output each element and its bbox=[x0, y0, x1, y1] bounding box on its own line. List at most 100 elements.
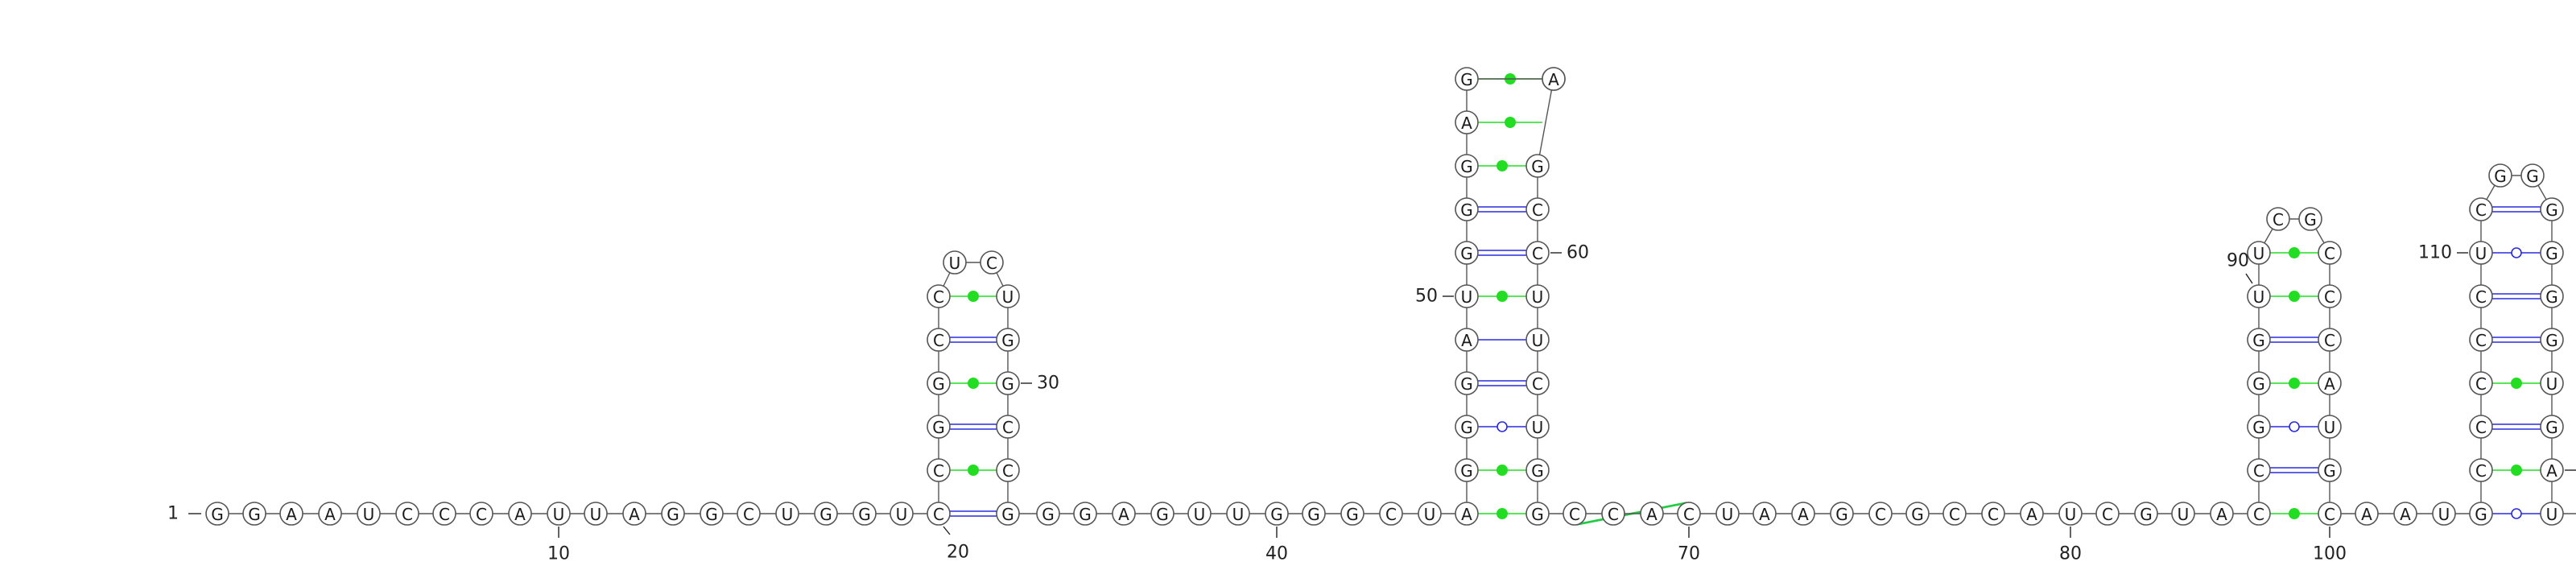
nucleotide: C bbox=[2247, 502, 2271, 526]
nucleotide: U bbox=[547, 502, 571, 526]
nucleotide-circle bbox=[2540, 197, 2564, 221]
nucleotide-letter: C bbox=[2273, 210, 2284, 229]
nucleotide: G bbox=[1525, 154, 1550, 178]
nucleotide: G bbox=[1455, 371, 1479, 395]
nucleotide-circle bbox=[1112, 502, 1136, 526]
position-label: 70 bbox=[1678, 544, 1700, 564]
nucleotide-circle bbox=[1455, 284, 1479, 308]
nucleotide-letter: G bbox=[1460, 461, 1473, 481]
nucleotide-circle bbox=[1868, 502, 1893, 526]
nucleotide-letter: G bbox=[1001, 505, 1014, 524]
nucleotide: C bbox=[737, 502, 761, 526]
nucleotide: A bbox=[2020, 502, 2044, 526]
nucleotide: A bbox=[1455, 328, 1479, 352]
nucleotide: C bbox=[2469, 371, 2493, 395]
nucleotide-circle bbox=[1905, 502, 1930, 526]
nucleotide-circle bbox=[1525, 197, 1550, 221]
nucleotide-circle bbox=[1942, 502, 1967, 526]
nucleotide-circle bbox=[2020, 502, 2044, 526]
nucleotide-circle bbox=[1302, 502, 1326, 526]
nucleotide-letter: C bbox=[1002, 461, 1013, 481]
position-label: 100 bbox=[2313, 544, 2347, 564]
nucleotide-letter: U bbox=[1532, 418, 1544, 437]
nucleotide: U bbox=[943, 250, 967, 275]
nucleotide-circle bbox=[1455, 415, 1479, 439]
nucleotide-letter: A bbox=[2324, 374, 2335, 394]
nucleotide-letter: A bbox=[1461, 505, 1472, 524]
position-label: 30 bbox=[1037, 374, 1059, 394]
nucleotide: G bbox=[2247, 328, 2271, 352]
backbone-segment bbox=[1537, 78, 1554, 167]
nucleotide-circle bbox=[2247, 328, 2271, 352]
nucleotide: A bbox=[279, 502, 303, 526]
nucleotide-circle bbox=[1525, 328, 1550, 352]
nucleotide-circle bbox=[1073, 502, 1097, 526]
nucleotide-circle bbox=[996, 502, 1020, 526]
nucleotide-letter: G bbox=[1460, 200, 1473, 220]
nucleotide-letter: C bbox=[2324, 505, 2335, 524]
nucleotide: U bbox=[1525, 415, 1550, 439]
nucleotide-letter: C bbox=[2324, 331, 2335, 350]
nucleotide-circle bbox=[927, 458, 951, 482]
nucleotide: C bbox=[927, 328, 951, 352]
nucleotide: C bbox=[2318, 284, 2342, 308]
nucleotide-circle bbox=[508, 502, 532, 526]
nucleotide-letter: G bbox=[1460, 244, 1473, 263]
base-pair-layer bbox=[950, 73, 2541, 526]
nucleotide-circle bbox=[2318, 415, 2342, 439]
nucleotide-letter: C bbox=[2475, 461, 2487, 481]
nucleotide-letter: U bbox=[2178, 505, 2190, 524]
nucleotide-circle bbox=[2058, 502, 2083, 526]
noncanonical-pair-marker bbox=[2511, 378, 2522, 389]
nucleotide-circle bbox=[395, 502, 419, 526]
nucleotide-letter: A bbox=[514, 505, 526, 524]
nucleotide: U bbox=[1525, 328, 1550, 352]
nucleotide-circle bbox=[1455, 110, 1479, 134]
nucleotide: G bbox=[2298, 207, 2322, 231]
nucleotide-circle bbox=[1601, 502, 1625, 526]
nucleotide-letter: C bbox=[2475, 287, 2487, 307]
nucleotide-letter: G bbox=[2545, 200, 2558, 220]
nucleotide-letter: U bbox=[949, 254, 961, 273]
nucleotide-letter: A bbox=[2400, 505, 2411, 524]
nucleotide-circle bbox=[2540, 502, 2564, 526]
nucleotide-circle bbox=[2540, 415, 2564, 439]
nucleotide-circle bbox=[1525, 241, 1550, 265]
nucleotide: G bbox=[2540, 284, 2564, 308]
nucleotide-circle bbox=[737, 502, 761, 526]
nucleotide: C bbox=[996, 415, 1020, 439]
nucleotide: U bbox=[1455, 284, 1479, 308]
nucleotide: G bbox=[1455, 67, 1479, 91]
nucleotide-circle bbox=[996, 371, 1020, 395]
noncanonical-pair-marker bbox=[2511, 465, 2522, 476]
nucleotide-letter: C bbox=[933, 461, 944, 481]
nucleotide-letter: U bbox=[1194, 505, 1206, 524]
nucleotide-circle bbox=[927, 284, 951, 308]
nucleotide: U bbox=[1187, 502, 1212, 526]
noncanonical-pair-marker bbox=[1496, 465, 1508, 476]
nucleotide-letter: G bbox=[2252, 331, 2265, 350]
nucleotide-circle bbox=[1791, 502, 1815, 526]
nucleotide-letter: C bbox=[1532, 200, 1543, 220]
nucleotide-circle bbox=[1525, 458, 1550, 482]
position-label: 110 bbox=[2418, 243, 2452, 263]
nucleotide: C bbox=[2318, 502, 2342, 526]
nucleotide-letter: C bbox=[2475, 374, 2487, 394]
nucleotide-letter: G bbox=[1156, 505, 1169, 524]
nucleotide-letter: G bbox=[1042, 505, 1055, 524]
nucleotide-letter: C bbox=[2475, 418, 2487, 437]
nucleotide-circle bbox=[1752, 502, 1777, 526]
nucleotide-circle bbox=[2318, 328, 2342, 352]
nucleotide-circle bbox=[927, 371, 951, 395]
position-tick bbox=[2245, 273, 2253, 284]
nucleotide-circle bbox=[2247, 502, 2271, 526]
nucleotide: C bbox=[1525, 241, 1550, 265]
nucleotide-circle bbox=[1036, 502, 1060, 526]
nucleotide-circle bbox=[242, 502, 266, 526]
nucleotide-letter: U bbox=[1232, 505, 1245, 524]
nucleotide: G bbox=[1036, 502, 1060, 526]
nucleotide-letter: G bbox=[2323, 461, 2336, 481]
nucleotide-circle bbox=[1455, 502, 1479, 526]
position-label: 90 bbox=[2227, 251, 2249, 271]
